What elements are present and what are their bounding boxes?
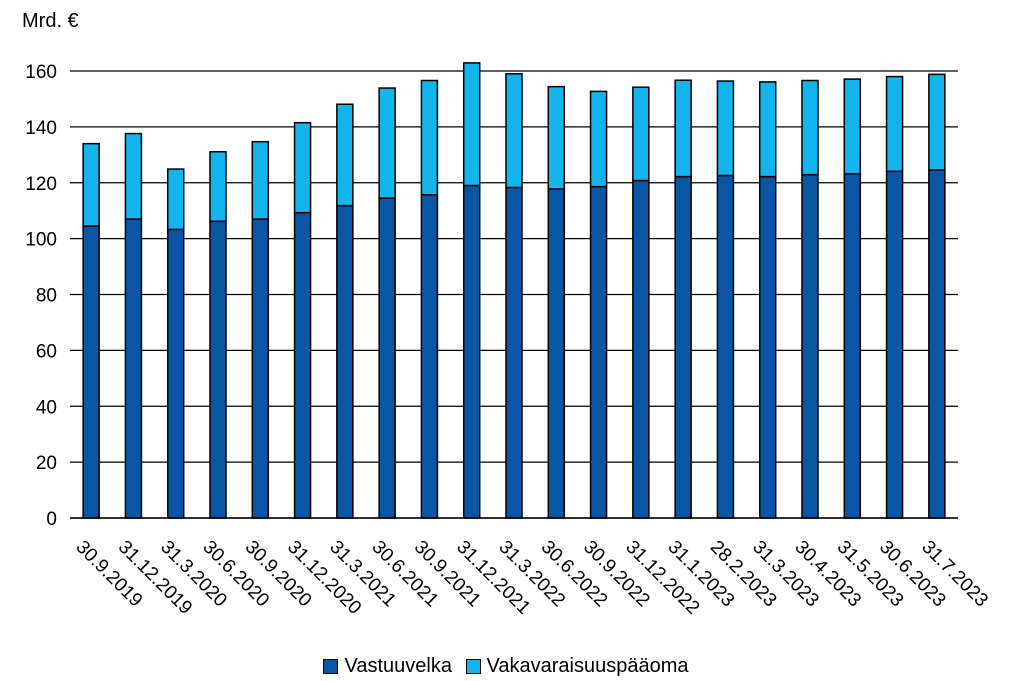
bar-vakavaraisuuspaaoma <box>885 75 904 173</box>
legend-swatch-vakavaraisuuspaaoma <box>465 659 481 674</box>
y-tick-label: 60 <box>36 341 57 362</box>
bar-vastuuvelka <box>420 194 439 519</box>
bar-vastuuvelka <box>336 204 354 519</box>
bar-vakavaraisuuspaaoma <box>462 62 481 187</box>
y-tick-label: 160 <box>25 62 57 83</box>
bar-vakavaraisuuspaaoma <box>166 168 185 231</box>
bar-vastuuvelka <box>885 170 904 519</box>
bar-vakavaraisuuspaaoma <box>209 150 227 223</box>
bar-vakavaraisuuspaaoma <box>336 103 354 207</box>
y-tick-label: 0 <box>46 509 57 530</box>
bar-vastuuvelka <box>82 225 100 519</box>
bar-vakavaraisuuspaaoma <box>801 79 819 176</box>
bar-vastuuvelka <box>716 174 735 519</box>
bar-vakavaraisuuspaaoma <box>420 79 439 196</box>
stacked-bar-chart: 02040608010012014016030.9.201931.12.2019… <box>25 62 992 619</box>
bar-vakavaraisuuspaaoma <box>293 121 312 214</box>
bar-vastuuvelka <box>547 188 566 519</box>
y-axis-unit-label: Mrd. € <box>22 10 79 32</box>
bar-vakavaraisuuspaaoma <box>547 85 566 190</box>
legend-label-vastuuvelka: Vastuuvelka <box>344 655 452 677</box>
bar-vastuuvelka <box>505 186 523 519</box>
legend-item-vakavaraisuuspaaoma: Vakavaraisuuspääoma <box>465 655 689 678</box>
bar-vastuuvelka <box>801 173 819 519</box>
bar-vastuuvelka <box>124 218 143 519</box>
bar-vakavaraisuuspaaoma <box>928 73 946 171</box>
bar-vastuuvelka <box>462 184 481 519</box>
bar-vastuuvelka <box>293 211 312 519</box>
bar-vakavaraisuuspaaoma <box>716 80 735 177</box>
bar-vastuuvelka <box>251 218 270 519</box>
bar-vakavaraisuuspaaoma <box>82 142 100 227</box>
bar-vastuuvelka <box>589 185 608 519</box>
bar-vakavaraisuuspaaoma <box>758 81 777 178</box>
y-tick-label: 20 <box>36 453 57 474</box>
bar-vastuuvelka <box>674 175 692 519</box>
bar-vastuuvelka <box>843 173 862 519</box>
y-tick-label: 140 <box>25 118 57 139</box>
bar-vakavaraisuuspaaoma <box>378 87 396 199</box>
bar-vastuuvelka <box>632 179 650 519</box>
y-tick-label: 40 <box>36 397 57 418</box>
legend-item-vastuuvelka: Vastuuvelka <box>323 655 452 678</box>
bar-vastuuvelka <box>209 220 227 519</box>
y-tick-label: 100 <box>25 230 57 251</box>
bar-vakavaraisuuspaaoma <box>505 73 523 189</box>
bar-vastuuvelka <box>928 169 946 519</box>
bar-vastuuvelka <box>378 197 396 519</box>
legend: Vastuuvelka Vakavaraisuuspääoma <box>0 655 1012 680</box>
bar-vastuuvelka <box>758 175 777 519</box>
bar-vakavaraisuuspaaoma <box>589 90 608 188</box>
bar-vakavaraisuuspaaoma <box>632 86 650 182</box>
bar-vakavaraisuuspaaoma <box>124 132 143 220</box>
bar-vakavaraisuuspaaoma <box>251 140 270 220</box>
bar-vastuuvelka <box>166 228 185 519</box>
bar-vakavaraisuuspaaoma <box>843 78 862 175</box>
legend-label-vakavaraisuuspaaoma: Vakavaraisuuspääoma <box>486 655 689 677</box>
y-tick-label: 120 <box>25 174 57 195</box>
y-tick-label: 80 <box>36 286 57 307</box>
bar-vakavaraisuuspaaoma <box>674 79 692 178</box>
legend-swatch-vastuuvelka <box>323 659 339 674</box>
